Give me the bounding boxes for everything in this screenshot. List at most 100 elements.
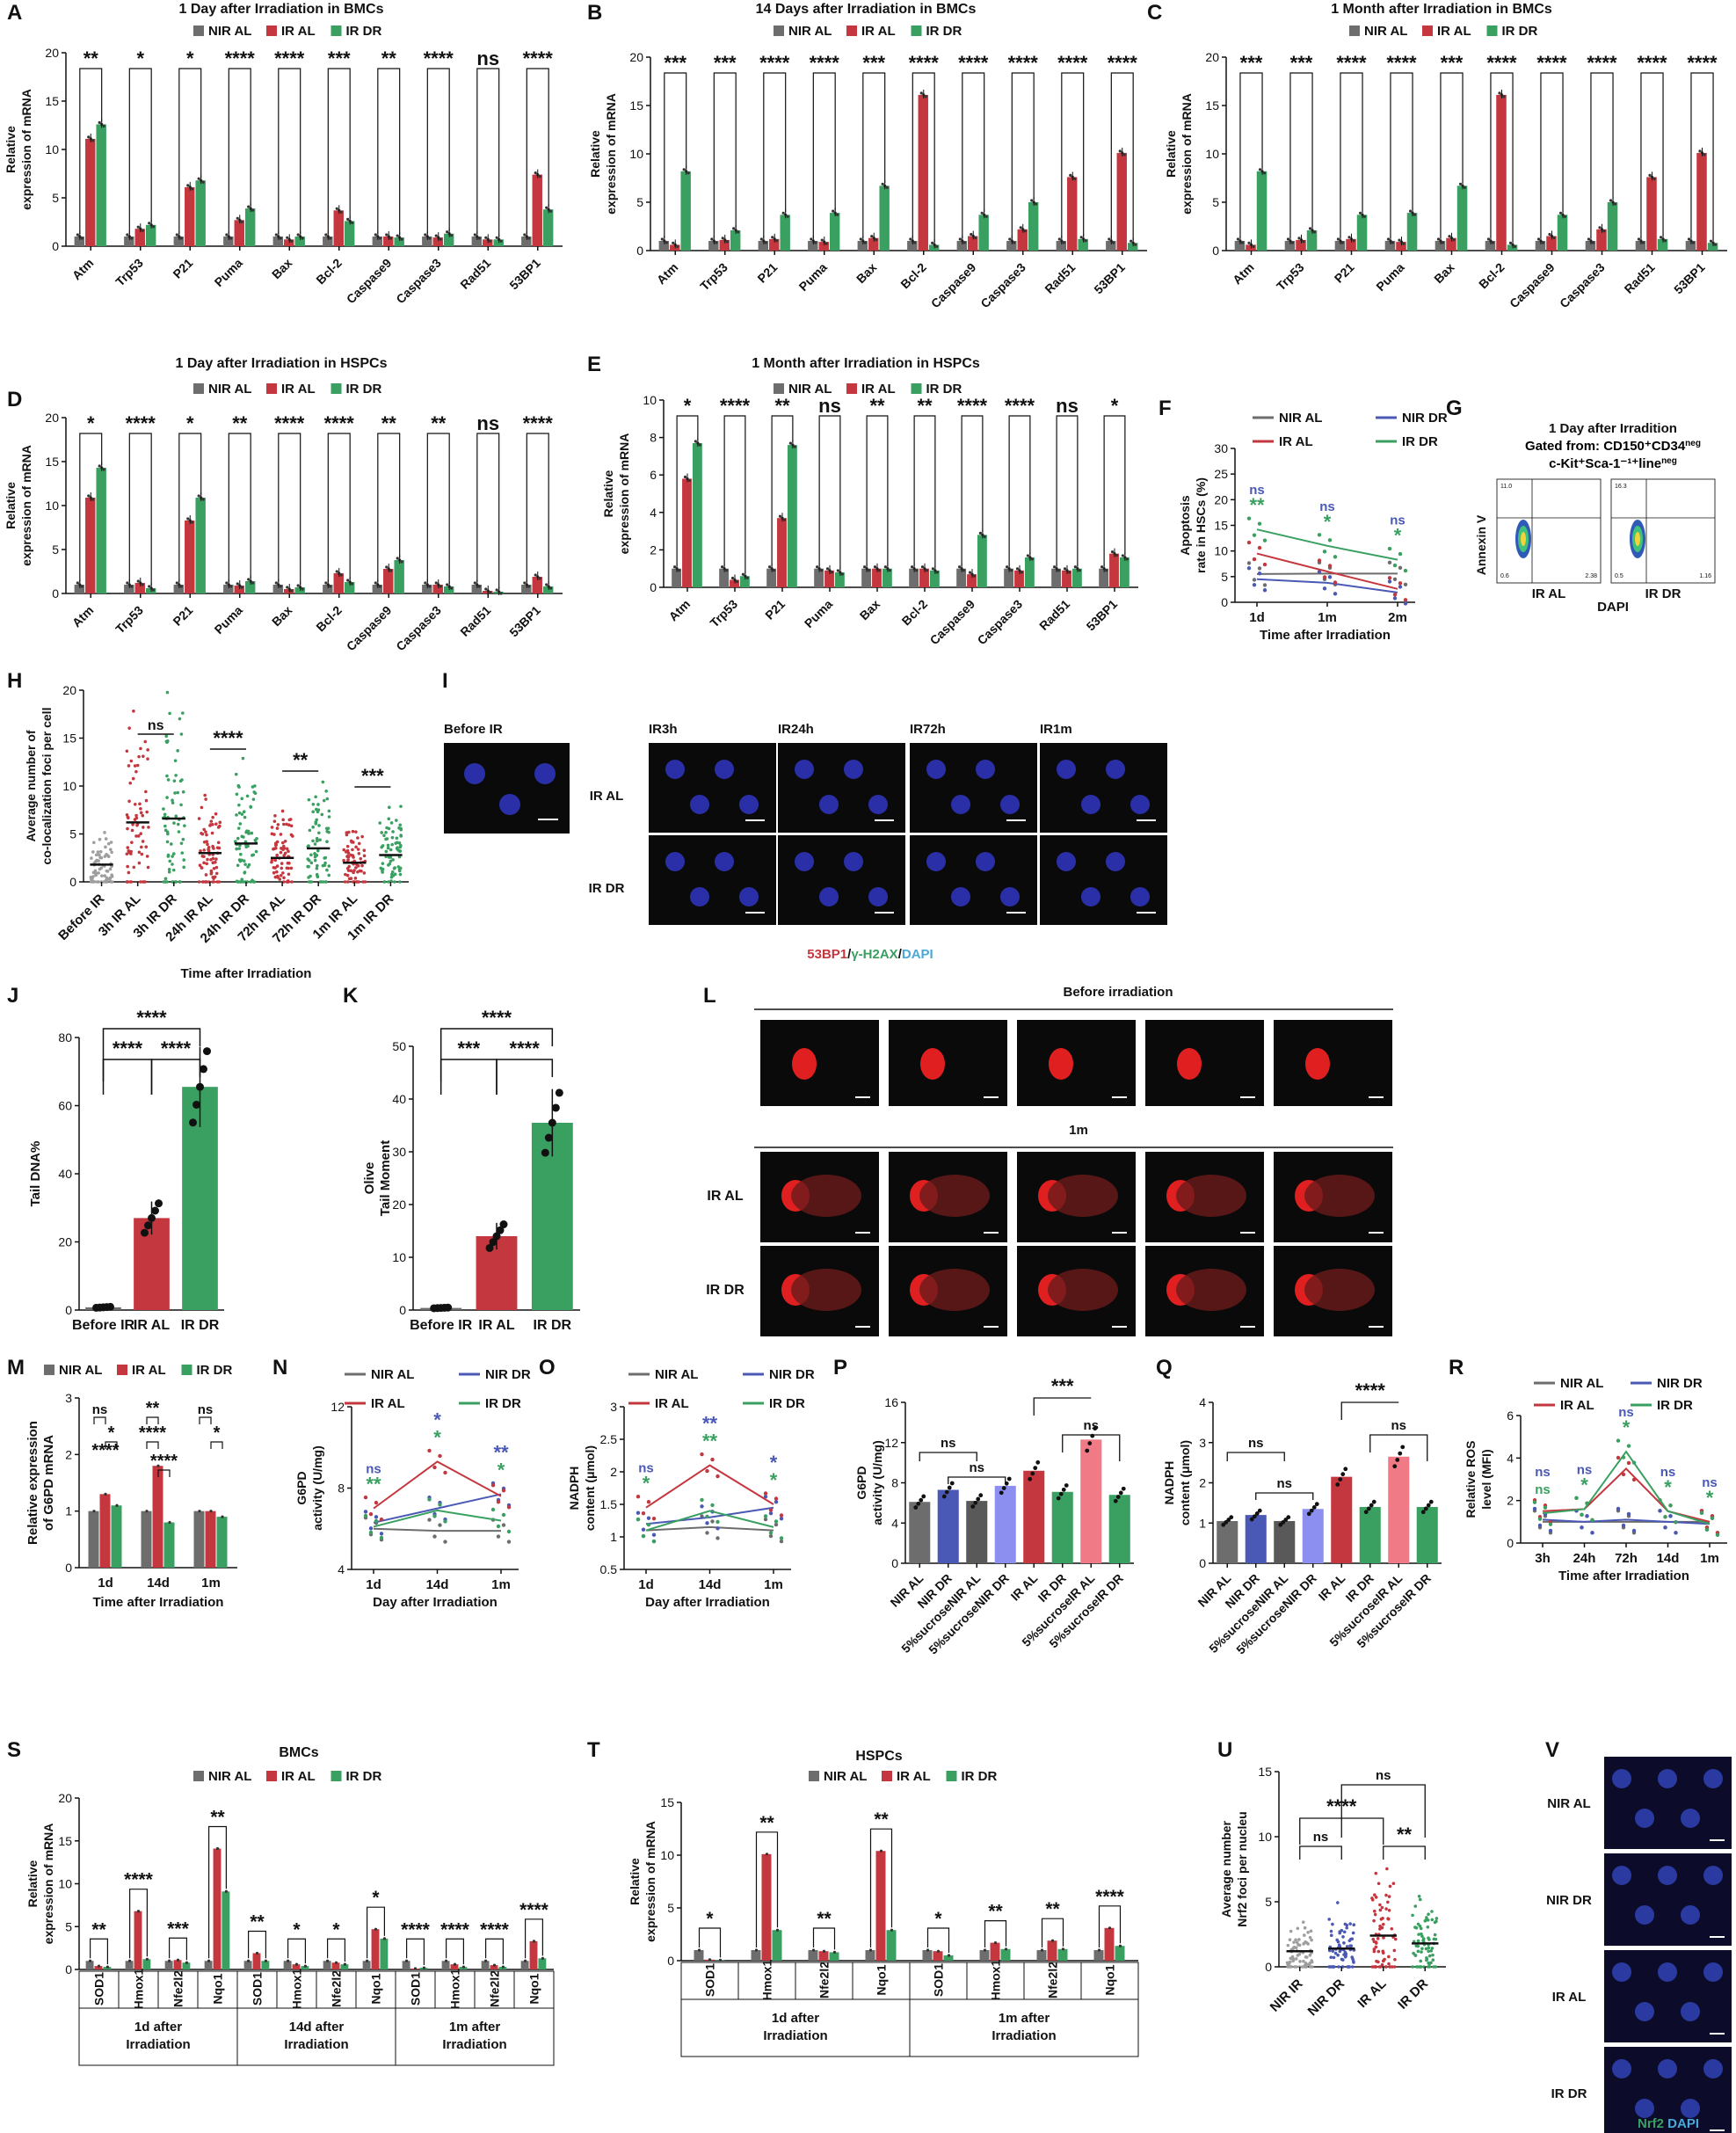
data-dot (243, 870, 247, 874)
sig-mark: ns (1535, 1482, 1551, 1497)
bar (195, 498, 206, 593)
data-dot (446, 583, 449, 586)
data-dot (389, 879, 393, 883)
data-dot (314, 795, 317, 799)
data-dot (1372, 1947, 1376, 1951)
nucleus (1681, 1905, 1700, 1925)
data-dot (325, 829, 330, 834)
y-tick-label: 16 (884, 1395, 898, 1409)
data-dot (725, 569, 729, 572)
sig-bracket-label: **** (1587, 52, 1617, 74)
x-tick-label: P21 (170, 603, 195, 629)
x-tick-label: 1d (638, 1577, 654, 1592)
x-tick-label: Before IR (72, 1318, 135, 1333)
sig-bracket (496, 1059, 554, 1095)
legend-label: IR DR (1502, 24, 1538, 39)
data-dot (90, 877, 93, 882)
y-axis-label: expression of mRNA (19, 445, 33, 566)
data-dot (1709, 239, 1713, 243)
data-dot (374, 1500, 379, 1505)
y-tick-label: 4 (1507, 1451, 1514, 1465)
bar (1707, 243, 1718, 251)
data-dot (1426, 1503, 1431, 1508)
y-tick-label: 10 (1205, 147, 1219, 161)
series-line (1256, 578, 1398, 593)
data-dot (413, 1967, 418, 1970)
data-dot (1585, 1501, 1589, 1506)
data-dot (788, 441, 792, 445)
y-tick-label: 20 (58, 1235, 72, 1249)
x-tick-label: 14d (1657, 1551, 1680, 1566)
data-dot (236, 582, 239, 586)
nucleus (1681, 2002, 1700, 2021)
data-dot (700, 1504, 704, 1509)
data-dot (1626, 1460, 1631, 1466)
data-dot (1348, 1922, 1352, 1926)
bar (919, 568, 929, 587)
sig-label: ** (1397, 1824, 1413, 1845)
data-dot (105, 1965, 109, 1969)
data-dot (345, 855, 349, 858)
data-dot (732, 227, 736, 230)
data-dot (1050, 1939, 1055, 1942)
y-axis-label: Relative ROS (1464, 1441, 1478, 1518)
data-dot (1064, 1483, 1069, 1488)
sig-bracket-label: * (1111, 395, 1119, 417)
data-dot (763, 1491, 768, 1496)
nucleus (976, 852, 995, 871)
data-dot (1392, 563, 1398, 568)
image-column-label: Before IR (444, 722, 503, 737)
data-dot (944, 1489, 949, 1495)
legend-label: IR DR (197, 1363, 233, 1378)
bar (173, 1960, 182, 1969)
data-dot (1412, 1951, 1415, 1955)
data-dot (1067, 571, 1071, 574)
data-dot (774, 1522, 779, 1527)
data-dot (1336, 237, 1340, 241)
y-tick-label: 0 (1199, 1556, 1206, 1570)
data-dot (1416, 1939, 1420, 1943)
data-dot (1663, 239, 1667, 243)
data-dot (1486, 237, 1491, 241)
data-dot (1400, 1445, 1406, 1450)
bar (383, 237, 394, 246)
data-dot (324, 789, 328, 793)
sig-mark: * (1623, 1416, 1631, 1438)
sig-bracket (961, 415, 984, 566)
sig-bracket (948, 1476, 1006, 1484)
data-dot (499, 592, 503, 595)
data-dot (90, 856, 93, 860)
legend-label: IR AL (1560, 1398, 1594, 1413)
nucleus (1681, 1809, 1700, 1828)
micrograph (910, 743, 1037, 833)
bar (331, 1962, 340, 1969)
data-dot (1387, 576, 1392, 580)
bar (922, 1950, 933, 1961)
data-dot (1226, 1518, 1231, 1522)
bar (680, 171, 691, 251)
comet-image (1017, 1020, 1136, 1106)
data-dot (344, 850, 348, 854)
data-dot (155, 1199, 163, 1208)
data-dot (1398, 551, 1403, 557)
data-dot (399, 827, 403, 832)
data-dot (400, 237, 403, 241)
y-tick-label: 5 (65, 1919, 72, 1933)
data-dot (538, 577, 541, 580)
y-axis-label: expression of mRNA (604, 93, 618, 215)
y-tick-label: 15 (1205, 98, 1219, 113)
data-dot (830, 571, 834, 574)
data-dot (1013, 241, 1016, 244)
data-dot (209, 869, 214, 873)
group-label: Irradiation (763, 2028, 827, 2043)
data-dot (255, 837, 258, 841)
panel-label-T: T (587, 1738, 600, 1762)
data-dot (346, 851, 351, 855)
x-tick-label: Caspase3 (975, 597, 1026, 648)
x-tick-label: 24h (1573, 1551, 1596, 1566)
data-dot (178, 880, 182, 884)
sig-mark: ns (1249, 483, 1265, 498)
bar (1000, 1948, 1011, 1961)
sig-label: **** (124, 1870, 154, 1890)
data-dot (315, 818, 319, 822)
